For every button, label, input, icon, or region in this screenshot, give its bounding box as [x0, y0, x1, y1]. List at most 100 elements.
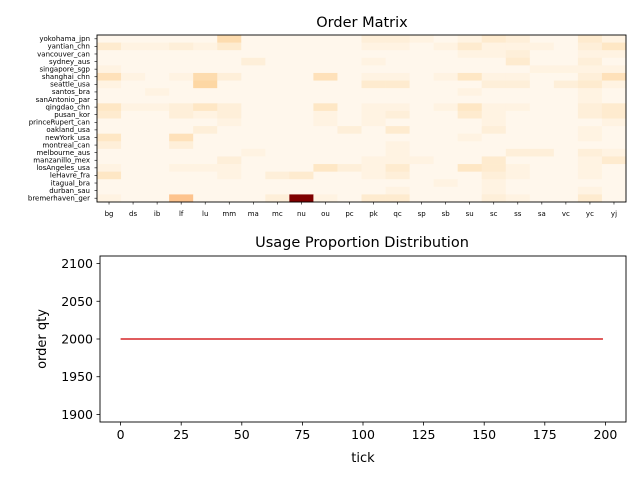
heatmap-cell: [97, 164, 122, 173]
heatmap-cell: [529, 126, 555, 135]
heatmap-cell: [289, 126, 314, 135]
heatmap-cell: [385, 133, 410, 142]
heatmap-cell: [97, 156, 122, 165]
heatmap-cell: [121, 164, 146, 173]
heatmap-cell: [409, 164, 435, 173]
heatmap-cell: [433, 133, 459, 142]
heatmap-cell: [457, 57, 483, 66]
heatmap-cell: [433, 126, 459, 135]
heatmap-cell: [361, 35, 386, 43]
heatmap-cell: [97, 72, 122, 81]
heatmap-cell: [193, 156, 218, 165]
heatmap-cell: [433, 42, 459, 51]
heatmap-cell: [217, 156, 242, 165]
heatmap-cell: [433, 141, 459, 150]
heatmap-column-label: sc: [490, 210, 498, 218]
heatmap-cell: [457, 118, 483, 127]
heatmap-cell: [385, 72, 410, 81]
heatmap-cell: [529, 141, 555, 150]
heatmap-cell: [529, 35, 555, 43]
heatmap-cell: [97, 88, 122, 97]
heatmap-cell: [169, 35, 194, 43]
x-axis-label: tick: [351, 451, 375, 466]
heatmap-cell: [553, 42, 579, 51]
x-tick-label: 150: [472, 427, 496, 442]
heatmap-cell: [433, 110, 459, 119]
heatmap-column-label: mc: [272, 210, 283, 218]
heatmap-cell: [433, 156, 459, 165]
heatmap-cell: [385, 164, 410, 173]
heatmap-column-label: sb: [442, 210, 451, 218]
heatmap-cell: [97, 194, 122, 203]
heatmap-cell: [529, 110, 555, 119]
line-chart-ticks: 0 25 50 75 100 125 150 175 200 1900 1950 2000 2050 21…: [61, 256, 617, 442]
heatmap-cell: [217, 118, 242, 127]
heatmap-cell: [577, 141, 603, 150]
heatmap-cell: [577, 171, 603, 180]
heatmap-cell: [577, 164, 603, 173]
heatmap-cell: [97, 186, 122, 195]
heatmap-cell: [601, 156, 627, 165]
heatmap-cell: [481, 186, 507, 195]
heatmap-cell: [385, 95, 410, 104]
heatmap-cell: [409, 50, 435, 59]
heatmap-cell: [457, 72, 483, 81]
heatmap-cell: [217, 80, 242, 89]
heatmap-column-label: yj: [611, 210, 617, 218]
heatmap-cell: [505, 88, 531, 97]
heatmap-cell: [289, 57, 314, 66]
heatmap-cell: [313, 148, 338, 157]
heatmap-column-label: ma: [248, 210, 259, 218]
heatmap-cell: [217, 148, 242, 157]
heatmap-cell: [145, 156, 170, 165]
heatmap-cell: [241, 118, 266, 127]
heatmap-cell: [409, 156, 435, 165]
heatmap-cell: [193, 179, 218, 188]
x-tick-label: 200: [593, 427, 617, 442]
heatmap-cell: [169, 133, 194, 142]
heatmap-cell: [97, 103, 122, 112]
heatmap-cell: [385, 65, 410, 74]
heatmap-cell: [433, 88, 459, 97]
heatmap-title: Order Matrix: [316, 15, 408, 31]
heatmap-cell: [529, 88, 555, 97]
heatmap-cell: [481, 95, 507, 104]
heatmap-cell: [457, 164, 483, 173]
heatmap-cell: [553, 35, 579, 43]
heatmap-cell: [265, 57, 290, 66]
heatmap-cell: [313, 65, 338, 74]
heatmap-cell: [577, 88, 603, 97]
heatmap-cell: [481, 164, 507, 173]
heatmap-cell: [313, 50, 338, 59]
heatmap-cell: [97, 50, 122, 59]
heatmap-cell: [385, 103, 410, 112]
heatmap-row-label: shanghai_chn: [42, 73, 90, 81]
heatmap-cell: [361, 88, 386, 97]
heatmap-cell: [313, 194, 338, 203]
heatmap-cell: [385, 50, 410, 59]
heatmap-cell: [289, 118, 314, 127]
heatmap-cell: [505, 57, 531, 66]
x-tick-label: 125: [412, 427, 436, 442]
heatmap-cell: [265, 50, 290, 59]
heatmap-cell: [385, 148, 410, 157]
heatmap-column-label: sa: [538, 210, 546, 218]
heatmap-cell: [577, 179, 603, 188]
heatmap-cell: [169, 118, 194, 127]
heatmap-cell: [313, 133, 338, 142]
heatmap-cell: [169, 186, 194, 195]
heatmap-cell: [241, 179, 266, 188]
heatmap-cell: [145, 88, 170, 97]
heatmap-cell: [553, 95, 579, 104]
heatmap-cell: [313, 186, 338, 195]
heatmap-cell: [601, 88, 627, 97]
heatmap-cell: [409, 57, 435, 66]
heatmap-cell: [361, 57, 386, 66]
heatmap-cell: [313, 171, 338, 180]
heatmap-cell: [241, 42, 266, 51]
heatmap-row-label: oakland_usa: [46, 126, 90, 134]
heatmap-cell: [409, 72, 435, 81]
heatmap-cell: [457, 110, 483, 119]
heatmap-cell: [289, 171, 314, 180]
